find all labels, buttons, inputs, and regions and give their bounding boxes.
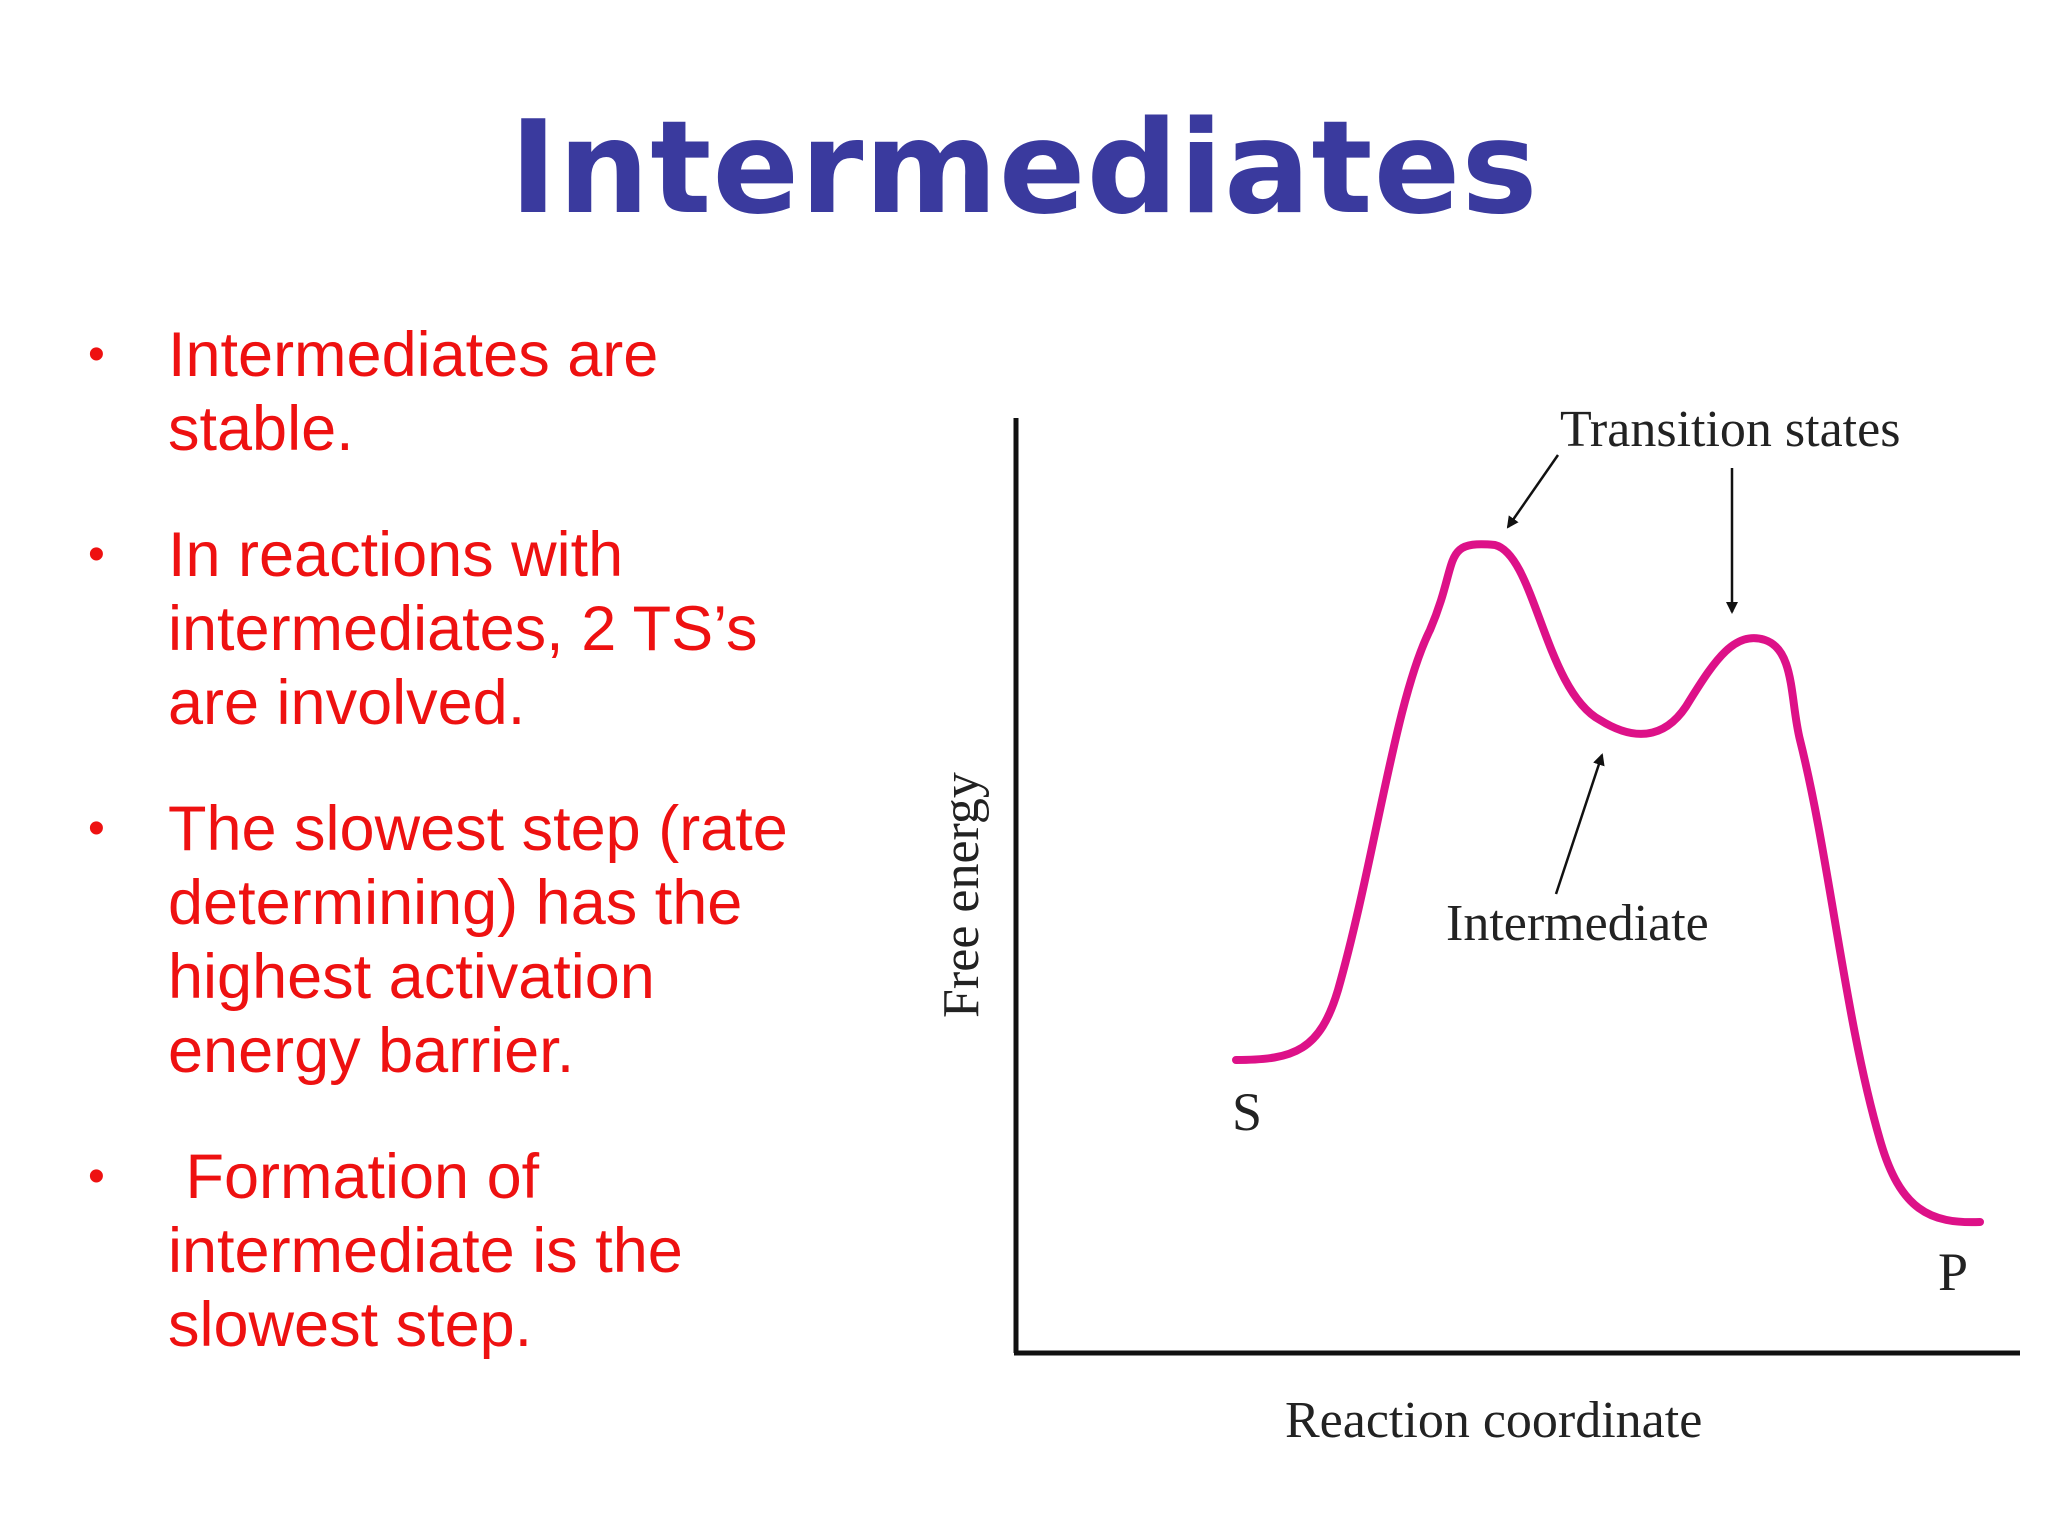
bullet-dot-icon: •	[88, 328, 105, 381]
product-label: P	[1938, 1242, 1968, 1302]
y-axis-label: Free energy	[933, 772, 990, 1018]
bullet-item: • Formation of intermediate is the slowe…	[88, 1140, 908, 1362]
intermediate-arrow	[1554, 753, 1605, 895]
bullet-line: intermediate is the	[168, 1216, 683, 1286]
energy-curve	[1232, 540, 1984, 1227]
bullet-dot-icon: •	[88, 802, 105, 855]
bullet-item: • The slowest step (rate determining) ha…	[88, 792, 908, 1088]
bullet-line: intermediates, 2 TS’s	[168, 594, 758, 664]
bullet-dot-icon: •	[88, 1150, 105, 1203]
bullet-line: Formation of	[168, 1142, 540, 1212]
transition-states-label: Transition states	[1560, 401, 1900, 458]
bullet-line: In reactions with	[168, 520, 624, 590]
intermediate-label: Intermediate	[1446, 895, 1709, 952]
bullet-line: are involved.	[168, 668, 526, 738]
bullet-list: • Intermediates are stable. • In reactio…	[88, 318, 908, 1414]
bullet-line: stable.	[168, 394, 354, 464]
ts1-arrow	[1506, 454, 1560, 529]
bullet-item: • Intermediates are stable.	[88, 318, 908, 466]
bullet-line: highest activation	[168, 942, 655, 1012]
x-axis-label: Reaction coordinate	[1285, 1392, 1702, 1449]
substrate-label: S	[1232, 1082, 1262, 1142]
bullet-line: The slowest step (rate	[168, 794, 788, 864]
bullet-line: slowest step.	[168, 1290, 533, 1360]
bullet-dot-icon: •	[88, 528, 105, 581]
bullet-line: energy barrier.	[168, 1016, 575, 1086]
slide-title: Intermediates	[509, 94, 1539, 243]
bullet-line: Intermediates are	[168, 320, 659, 390]
bullet-item: • In reactions with intermediates, 2 TS’…	[88, 518, 908, 740]
bullet-line: determining) has the	[168, 868, 743, 938]
